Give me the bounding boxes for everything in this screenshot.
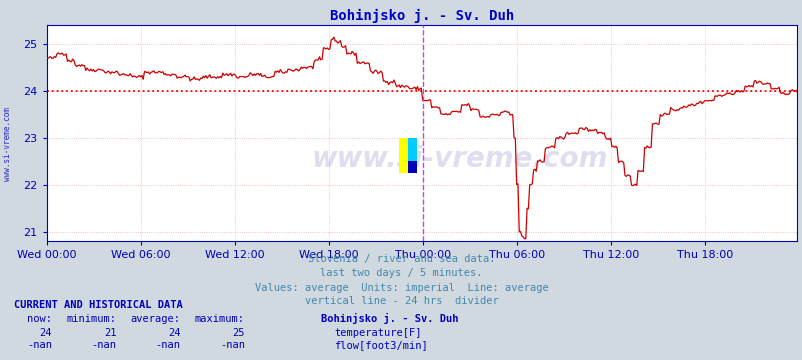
Text: last two days / 5 minutes.: last two days / 5 minutes. bbox=[320, 268, 482, 278]
Text: Values: average  Units: imperial  Line: average: Values: average Units: imperial Line: av… bbox=[254, 283, 548, 293]
Bar bbox=[399, 138, 407, 173]
Text: CURRENT AND HISTORICAL DATA: CURRENT AND HISTORICAL DATA bbox=[14, 300, 183, 310]
Text: -nan: -nan bbox=[156, 340, 180, 350]
Text: Slovenia / river and sea data.: Slovenia / river and sea data. bbox=[307, 254, 495, 264]
Text: -nan: -nan bbox=[91, 340, 116, 350]
Text: www.si-vreme.com: www.si-vreme.com bbox=[311, 145, 607, 173]
Title: Bohinjsko j. - Sv. Duh: Bohinjsko j. - Sv. Duh bbox=[330, 9, 513, 23]
Text: average:: average: bbox=[131, 314, 180, 324]
Text: 21: 21 bbox=[103, 328, 116, 338]
Text: now:: now: bbox=[27, 314, 52, 324]
Text: 25: 25 bbox=[232, 328, 245, 338]
Text: -nan: -nan bbox=[220, 340, 245, 350]
Bar bbox=[407, 161, 417, 173]
Text: Bohinjsko j. - Sv. Duh: Bohinjsko j. - Sv. Duh bbox=[321, 313, 458, 324]
Text: 24: 24 bbox=[39, 328, 52, 338]
Text: 24: 24 bbox=[168, 328, 180, 338]
Text: vertical line - 24 hrs  divider: vertical line - 24 hrs divider bbox=[304, 296, 498, 306]
Text: maximum:: maximum: bbox=[195, 314, 245, 324]
Text: www.si-vreme.com: www.si-vreme.com bbox=[2, 107, 12, 181]
Text: -nan: -nan bbox=[27, 340, 52, 350]
Text: minimum:: minimum: bbox=[67, 314, 116, 324]
Text: temperature[F]: temperature[F] bbox=[334, 328, 421, 338]
Bar bbox=[407, 138, 417, 161]
Text: flow[foot3/min]: flow[foot3/min] bbox=[334, 340, 427, 350]
